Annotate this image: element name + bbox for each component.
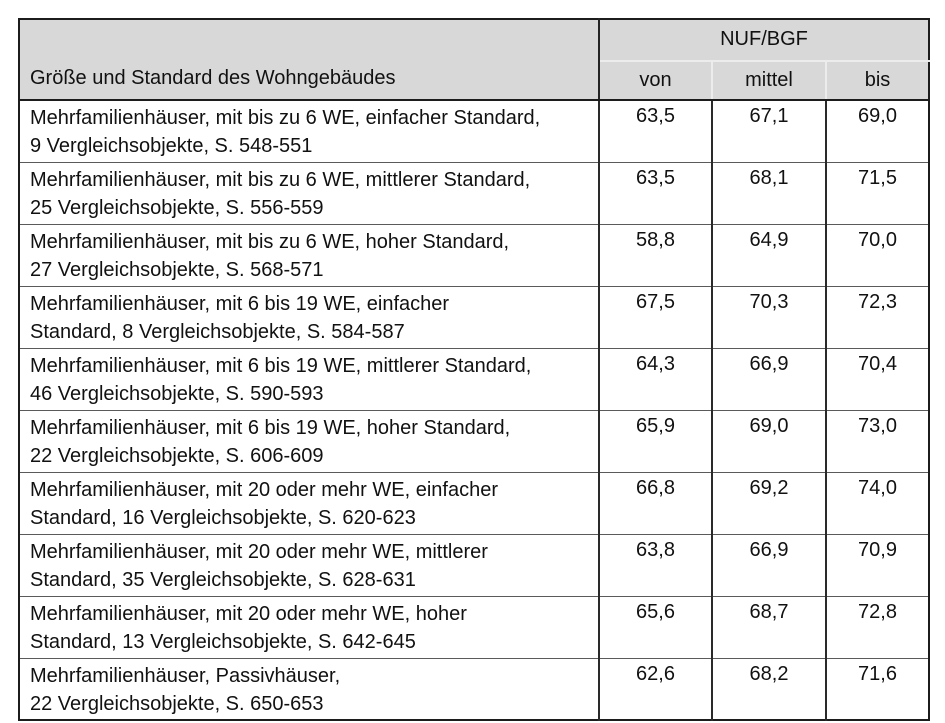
row-label-line-1: Mehrfamilienhäuser, mit 20 oder mehr WE,…	[30, 540, 488, 563]
table-row: Mehrfamilienhäuser, mit 6 bis 19 WE, mit…	[19, 347, 929, 410]
value-von: 66,8	[598, 471, 712, 534]
value-bis: 72,8	[825, 595, 929, 658]
row-label-line-2: 22 Vergleichsobjekte, S. 606-609	[30, 444, 324, 467]
value-mittel: 70,3	[711, 285, 826, 348]
row-label-line-1: Mehrfamilienhäuser, mit 20 oder mehr WE,…	[30, 602, 467, 625]
value-von: 63,5	[598, 99, 712, 162]
table-header: Größe und Standard des Wohngebäudes NUF/…	[19, 19, 929, 102]
row-label-line-2: Standard, 35 Vergleichsobjekte, S. 628-6…	[30, 568, 416, 591]
table-body: Mehrfamilienhäuser, mit bis zu 6 WE, ein…	[19, 99, 929, 720]
table-row: Mehrfamilienhäuser, mit bis zu 6 WE, ein…	[19, 99, 929, 162]
row-label: Mehrfamilienhäuser, mit 6 bis 19 WE, hoh…	[19, 409, 599, 472]
row-label: Mehrfamilienhäuser, mit bis zu 6 WE, mit…	[19, 161, 599, 224]
value-mittel: 68,1	[711, 161, 826, 224]
value-bis: 70,9	[825, 533, 929, 596]
value-bis: 70,4	[825, 347, 929, 410]
value-von: 62,6	[598, 657, 712, 720]
header-sub-row: von mittel bis	[19, 60, 929, 102]
value-mittel: 69,0	[711, 409, 826, 472]
row-label-line-1: Mehrfamilienhäuser, mit bis zu 6 WE, ein…	[30, 107, 541, 129]
column-group-header-nuf-bgf: NUF/BGF	[599, 19, 929, 62]
value-bis: 70,0	[825, 223, 929, 286]
row-label-line-1: Mehrfamilienhäuser, mit 20 oder mehr WE,…	[30, 478, 498, 501]
row-label-line-2: 27 Vergleichsobjekte, S. 568-571	[30, 258, 324, 281]
row-label: Mehrfamilienhäuser, Passivhäuser, 22 Ver…	[19, 657, 599, 720]
value-bis: 73,0	[825, 409, 929, 472]
value-von: 63,5	[598, 161, 712, 224]
value-mittel: 66,9	[711, 347, 826, 410]
value-bis: 71,5	[825, 161, 929, 224]
row-label-line-2: Standard, 13 Vergleichsobjekte, S. 642-6…	[30, 630, 416, 653]
row-label-line-1: Mehrfamilienhäuser, mit 6 bis 19 WE, ein…	[30, 292, 450, 315]
row-label: Mehrfamilienhäuser, mit 6 bis 19 WE, ein…	[19, 285, 599, 348]
table-row: Mehrfamilienhäuser, mit 20 oder mehr WE,…	[19, 471, 929, 534]
row-label: Mehrfamilienhäuser, mit bis zu 6 WE, ein…	[19, 99, 599, 162]
value-von: 65,9	[598, 409, 712, 472]
table-row: Mehrfamilienhäuser, mit 20 oder mehr WE,…	[19, 533, 929, 596]
row-label-line-2: 9 Vergleichsobjekte, S. 548-551	[30, 135, 313, 157]
row-label-line-2: 22 Vergleichsobjekte, S. 650-653	[30, 692, 324, 715]
header-group-row: Größe und Standard des Wohngebäudes NUF/…	[19, 19, 929, 101]
row-label: Mehrfamilienhäuser, mit 20 oder mehr WE,…	[19, 533, 599, 596]
value-bis: 71,6	[825, 657, 929, 720]
row-label-line-1: Mehrfamilienhäuser, mit 6 bis 19 WE, hoh…	[30, 416, 511, 439]
row-label: Mehrfamilienhäuser, mit 20 oder mehr WE,…	[19, 471, 599, 534]
value-mittel: 67,1	[711, 99, 826, 162]
table-row: Mehrfamilienhäuser, mit bis zu 6 WE, mit…	[19, 161, 929, 224]
value-mittel: 68,2	[711, 657, 826, 720]
table-row: Mehrfamilienhäuser, mit 20 oder mehr WE,…	[19, 595, 929, 658]
column-header-bis: bis	[825, 60, 929, 102]
value-mittel: 66,9	[711, 533, 826, 596]
value-mittel: 68,7	[711, 595, 826, 658]
row-label-line-1: Mehrfamilienhäuser, mit 6 bis 19 WE, mit…	[30, 354, 532, 377]
row-label-line-1: Mehrfamilienhäuser, mit bis zu 6 WE, hoh…	[30, 230, 510, 253]
table-row: Mehrfamilienhäuser, mit 6 bis 19 WE, ein…	[19, 285, 929, 348]
row-label-line-2: Standard, 16 Vergleichsobjekte, S. 620-6…	[30, 506, 416, 529]
row-label-line-2: 46 Vergleichsobjekte, S. 590-593	[30, 382, 324, 405]
value-von: 67,5	[598, 285, 712, 348]
value-bis: 74,0	[825, 471, 929, 534]
value-bis: 69,0	[825, 99, 929, 162]
table-row: Mehrfamilienhäuser, mit bis zu 6 WE, hoh…	[19, 223, 929, 286]
row-label: Mehrfamilienhäuser, mit bis zu 6 WE, hoh…	[19, 223, 599, 286]
value-bis: 72,3	[825, 285, 929, 348]
comparison-factors-table: Größe und Standard des Wohngebäudes NUF/…	[18, 18, 930, 721]
table-row: Mehrfamilienhäuser, mit 6 bis 19 WE, hoh…	[19, 409, 929, 472]
column-header-building-size-standard: Größe und Standard des Wohngebäudes	[19, 19, 600, 101]
column-header-mittel: mittel	[711, 60, 826, 102]
value-von: 65,6	[598, 595, 712, 658]
column-header-von: von	[599, 60, 712, 102]
row-label-line-2: Standard, 8 Vergleichsobjekte, S. 584-58…	[30, 320, 405, 343]
row-label: Mehrfamilienhäuser, mit 6 bis 19 WE, mit…	[19, 347, 599, 410]
value-mittel: 69,2	[711, 471, 826, 534]
table-row: Mehrfamilienhäuser, Passivhäuser, 22 Ver…	[19, 657, 929, 720]
row-label: Mehrfamilienhäuser, mit 20 oder mehr WE,…	[19, 595, 599, 658]
row-label-line-1: Mehrfamilienhäuser, Passivhäuser,	[30, 664, 341, 687]
value-von: 63,8	[598, 533, 712, 596]
value-mittel: 64,9	[711, 223, 826, 286]
value-von: 58,8	[598, 223, 712, 286]
value-von: 64,3	[598, 347, 712, 410]
row-label-line-2: 25 Vergleichsobjekte, S. 556-559	[30, 196, 324, 219]
row-label-line-1: Mehrfamilienhäuser, mit bis zu 6 WE, mit…	[30, 168, 531, 191]
